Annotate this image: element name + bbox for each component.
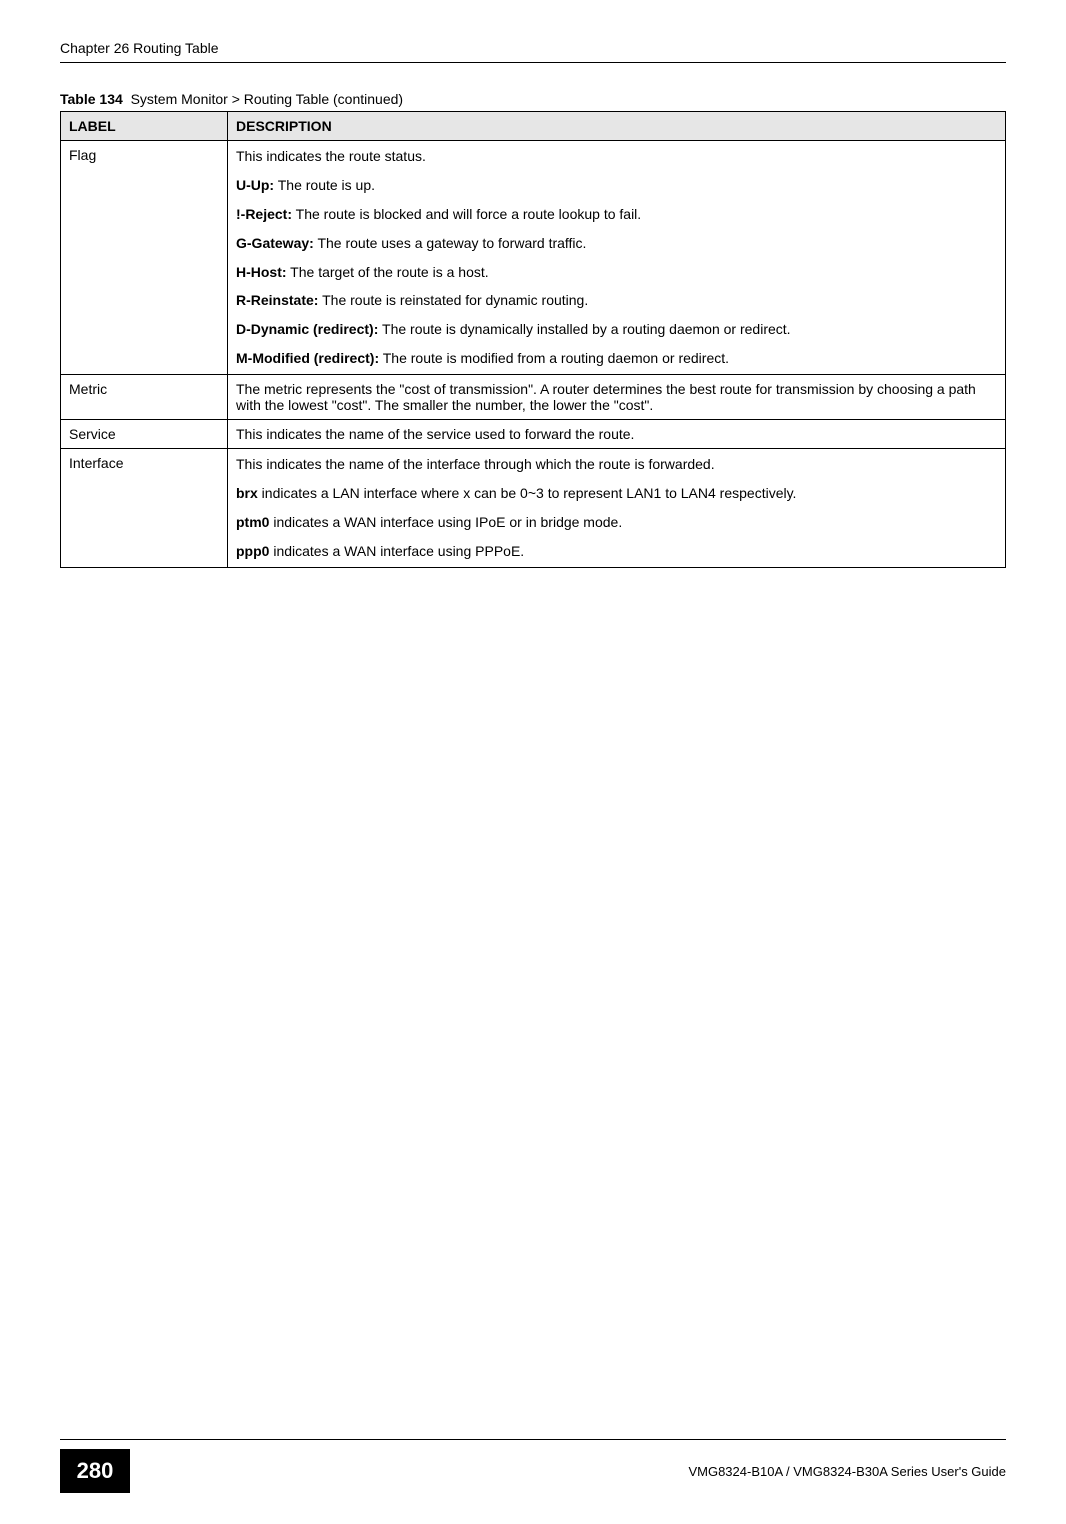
interface-ptm0-text: indicates a WAN interface using IPoE or … xyxy=(269,514,622,530)
chapter-title: Chapter 26 Routing Table xyxy=(60,40,219,56)
cell-label-service: Service xyxy=(61,420,228,449)
col-header-label: LABEL xyxy=(61,112,228,141)
interface-intro: This indicates the name of the interface… xyxy=(236,455,997,474)
footer-guide-text: VMG8324-B10A / VMG8324-B30A Series User'… xyxy=(130,1456,1006,1479)
table-row: Flag This indicates the route status. U-… xyxy=(61,141,1006,375)
flag-h-label: H-Host: xyxy=(236,264,287,280)
cell-label-interface: Interface xyxy=(61,449,228,568)
flag-m-text: The route is modified from a routing dae… xyxy=(379,350,729,366)
flag-intro: This indicates the route status. xyxy=(236,147,997,166)
table-row: Service This indicates the name of the s… xyxy=(61,420,1006,449)
interface-brx-text: indicates a LAN interface where x can be… xyxy=(258,485,797,501)
flag-m-label: M-Modified (redirect): xyxy=(236,350,379,366)
table-caption: Table 134 System Monitor > Routing Table… xyxy=(60,91,1006,107)
cell-label-flag: Flag xyxy=(61,141,228,375)
table-header-row: LABEL DESCRIPTION xyxy=(61,112,1006,141)
interface-ppp0-label: ppp0 xyxy=(236,543,269,559)
flag-r-label: R-Reinstate: xyxy=(236,292,318,308)
cell-desc-service: This indicates the name of the service u… xyxy=(228,420,1006,449)
table-row: Interface This indicates the name of the… xyxy=(61,449,1006,568)
flag-r-text: The route is reinstated for dynamic rout… xyxy=(318,292,588,308)
cell-label-metric: Metric xyxy=(61,375,228,420)
page-footer: 280 VMG8324-B10A / VMG8324-B30A Series U… xyxy=(60,1439,1006,1494)
flag-g-label: G-Gateway: xyxy=(236,235,314,251)
page-number: 280 xyxy=(60,1449,130,1493)
table-caption-label: Table 134 xyxy=(60,91,123,107)
flag-u-text: The route is up. xyxy=(274,177,375,193)
flag-h-text: The target of the route is a host. xyxy=(287,264,489,280)
col-header-description: DESCRIPTION xyxy=(228,112,1006,141)
page-header: Chapter 26 Routing Table xyxy=(60,40,1006,63)
routing-table: LABEL DESCRIPTION Flag This indicates th… xyxy=(60,111,1006,568)
cell-desc-metric: The metric represents the "cost of trans… xyxy=(228,375,1006,420)
flag-reject-label: !-Reject: xyxy=(236,206,292,222)
flag-d-label: D-Dynamic (redirect): xyxy=(236,321,378,337)
table-row: Metric The metric represents the "cost o… xyxy=(61,375,1006,420)
interface-ptm0-label: ptm0 xyxy=(236,514,269,530)
table-caption-text: System Monitor > Routing Table (continue… xyxy=(131,91,404,107)
interface-brx-label: brx xyxy=(236,485,258,501)
cell-desc-flag: This indicates the route status. U-Up: T… xyxy=(228,141,1006,375)
flag-g-text: The route uses a gateway to forward traf… xyxy=(314,235,587,251)
flag-u-label: U-Up: xyxy=(236,177,274,193)
cell-desc-interface: This indicates the name of the interface… xyxy=(228,449,1006,568)
interface-ppp0-text: indicates a WAN interface using PPPoE. xyxy=(269,543,524,559)
flag-reject-text: The route is blocked and will force a ro… xyxy=(292,206,641,222)
flag-d-text: The route is dynamically installed by a … xyxy=(378,321,790,337)
